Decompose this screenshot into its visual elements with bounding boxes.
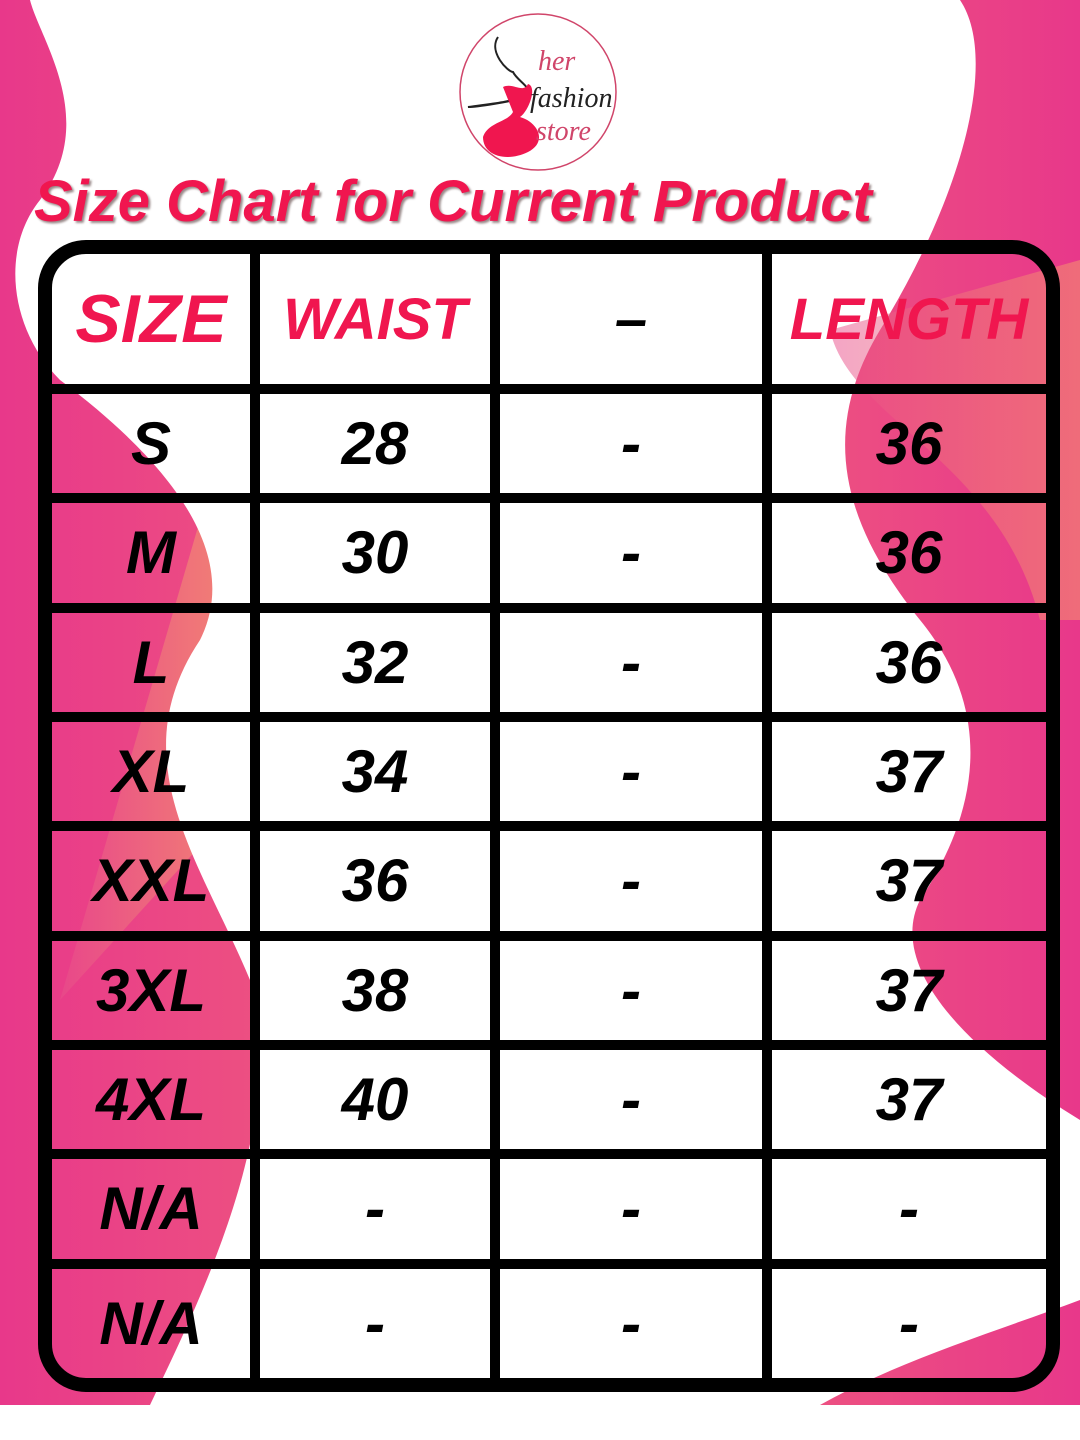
cell-length: 37 [772, 831, 1046, 941]
cell-blank: - [500, 1268, 772, 1378]
cell-size: XL [52, 722, 260, 832]
cell-waist: 38 [260, 940, 500, 1050]
header-waist: WAIST [260, 254, 500, 394]
svg-text:her: her [538, 46, 575, 77]
header-size: SIZE [52, 254, 260, 394]
cell-waist: - [260, 1268, 500, 1378]
cell-waist: 30 [260, 503, 500, 613]
cell-size: 3XL [52, 940, 260, 1050]
cell-size: N/A [52, 1268, 260, 1378]
cell-size: N/A [52, 1159, 260, 1269]
cell-blank: - [500, 831, 772, 941]
cell-size: M [52, 503, 260, 613]
header-length: LENGTH [772, 254, 1046, 394]
cell-waist: 34 [260, 722, 500, 832]
cell-blank: - [500, 612, 772, 722]
cell-waist: - [260, 1159, 500, 1269]
cell-waist: 32 [260, 612, 500, 722]
svg-text:store: store [536, 116, 591, 147]
cell-blank: - [500, 394, 772, 504]
cell-length: 36 [772, 394, 1046, 504]
cell-blank: - [500, 940, 772, 1050]
cell-blank: - [500, 503, 772, 613]
cell-size: XXL [52, 831, 260, 941]
cell-size: L [52, 612, 260, 722]
svg-text:fashion: fashion [530, 83, 612, 114]
page-title: Size Chart for Current Product [34, 169, 872, 234]
brand-logo: her fashion store [458, 12, 618, 172]
cell-length: 37 [772, 941, 1046, 1050]
cell-length: 37 [772, 1050, 1046, 1160]
cell-blank: - [500, 722, 772, 832]
size-table: SIZE WAIST – LENGTH S 28-36 M 30-36 L 32-36 XL 34-3… [38, 240, 1060, 1392]
cell-size: 4XL [52, 1050, 260, 1160]
cell-blank: - [500, 1159, 772, 1269]
cell-waist: 40 [260, 1050, 500, 1160]
cell-length: - [899, 1289, 919, 1357]
cell-size: S [52, 394, 260, 504]
cell-length: - [772, 1159, 1046, 1269]
cell-waist: 36 [260, 831, 500, 941]
cell-waist: 28 [260, 394, 500, 504]
cell-length: 36 [772, 613, 1046, 722]
cell-length: 36 [772, 503, 1046, 613]
header-blank: – [500, 254, 772, 394]
cell-blank: - [500, 1050, 772, 1160]
cell-length: 37 [772, 722, 1046, 832]
